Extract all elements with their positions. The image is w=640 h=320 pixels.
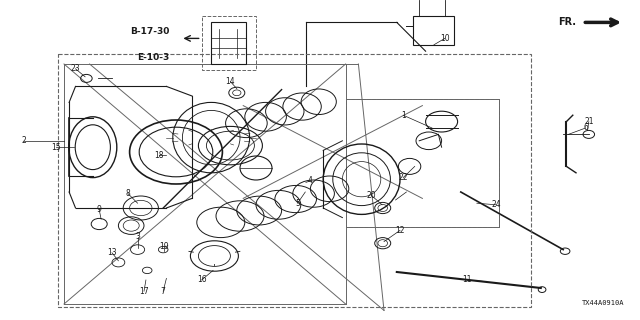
Text: B-17-30: B-17-30 <box>130 28 170 36</box>
Text: 23: 23 <box>70 64 81 73</box>
Text: FR.: FR. <box>558 17 576 28</box>
Text: 4: 4 <box>308 176 313 185</box>
Bar <box>413 16 454 45</box>
Text: 5: 5 <box>295 199 300 208</box>
Text: 13: 13 <box>107 248 117 257</box>
Text: 7: 7 <box>161 287 166 296</box>
Text: 8: 8 <box>125 189 131 198</box>
Bar <box>58 54 531 307</box>
Text: 9: 9 <box>97 205 102 214</box>
Bar <box>346 99 499 227</box>
Text: 14: 14 <box>225 77 236 86</box>
Bar <box>202 16 256 70</box>
Text: 16: 16 <box>196 276 207 284</box>
Text: 15: 15 <box>51 143 61 152</box>
Text: 17: 17 <box>139 287 149 296</box>
Text: 20: 20 <box>366 191 376 200</box>
Text: 3: 3 <box>135 232 140 241</box>
Text: 19: 19 <box>159 242 170 251</box>
Text: 21: 21 <box>584 117 593 126</box>
Text: 2: 2 <box>22 136 27 145</box>
Text: 22: 22 <box>399 173 408 182</box>
Text: 6: 6 <box>583 124 588 132</box>
Text: 10: 10 <box>440 34 450 43</box>
Text: 18: 18 <box>154 151 163 160</box>
Text: 1: 1 <box>401 111 406 120</box>
Text: E-10-3: E-10-3 <box>138 53 170 62</box>
Text: 11: 11 <box>463 276 472 284</box>
Text: 24: 24 <box>491 200 501 209</box>
Text: TX44A0910A: TX44A0910A <box>582 300 624 306</box>
Bar <box>211 22 246 64</box>
Text: 12: 12 <box>396 226 404 235</box>
